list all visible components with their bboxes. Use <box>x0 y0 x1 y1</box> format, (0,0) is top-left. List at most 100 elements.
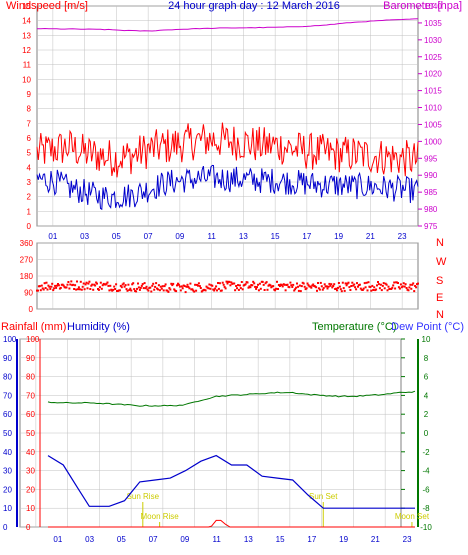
hour-tick-label: 19 <box>339 535 348 544</box>
rain-panel-gridlines <box>20 338 401 528</box>
direction-point <box>379 283 382 286</box>
direction-point <box>218 282 221 285</box>
direction-point <box>274 289 277 292</box>
direction-point <box>415 286 418 289</box>
direction-point <box>355 288 358 291</box>
direction-point <box>38 285 41 288</box>
direction-point <box>81 285 84 288</box>
windspeed-axis-label: Windspeed [m/s] <box>6 0 88 12</box>
direction-point <box>353 283 356 286</box>
direction-point <box>121 283 124 286</box>
direction-point <box>246 281 249 284</box>
rain-panel-hour-ticks: 01 03 05 07 09 11 13 15 17 19 21 23 <box>53 535 412 544</box>
direction-point <box>39 289 42 292</box>
direction-point <box>404 283 407 286</box>
direction-point <box>155 282 158 285</box>
direction-point <box>358 283 361 286</box>
direction-point <box>233 282 236 285</box>
direction-point <box>362 287 365 290</box>
temperature-tick-label: 8 <box>424 354 429 363</box>
direction-point <box>367 281 370 284</box>
hour-tick-label: 23 <box>398 232 407 241</box>
windspeed-tick-label: 3 <box>27 178 32 187</box>
hour-tick-label: 03 <box>80 232 89 241</box>
direction-point <box>120 286 123 289</box>
sun-moon-markers: Sun Rise Moon Rise Sun Set Moon Set <box>127 492 430 527</box>
direction-point <box>177 282 179 285</box>
hour-tick-label: 07 <box>144 232 153 241</box>
direction-point <box>264 282 267 285</box>
direction-point <box>84 283 87 286</box>
windspeed-tick-label: 15 <box>22 2 31 11</box>
direction-point <box>340 290 343 293</box>
direction-point <box>292 283 295 286</box>
direction-point <box>175 290 178 293</box>
direction-point <box>333 283 336 286</box>
hour-tick-label: 11 <box>212 535 221 544</box>
barometer-series <box>37 18 419 32</box>
direction-point <box>179 289 182 292</box>
temperature-tick-label: 4 <box>424 391 429 400</box>
direction-point <box>47 284 50 287</box>
direction-point <box>183 285 186 287</box>
direction-point <box>177 283 180 286</box>
direction-point <box>385 283 388 286</box>
direction-point <box>300 285 303 288</box>
direction-point <box>158 289 161 292</box>
direction-point <box>108 289 111 292</box>
direction-point <box>236 287 238 290</box>
direction-point <box>329 284 332 287</box>
direction-point <box>323 283 326 286</box>
direction-point <box>377 281 379 283</box>
direction-point <box>166 289 169 292</box>
direction-point <box>131 283 134 286</box>
direction-point <box>168 287 171 290</box>
direction-point <box>319 281 322 284</box>
direction-point <box>259 287 262 290</box>
direction-point <box>306 282 309 285</box>
direction-point <box>136 287 138 290</box>
rain-tick-label: 90 <box>26 354 35 363</box>
direction-point <box>76 280 78 283</box>
direction-point <box>266 288 269 291</box>
direction-point <box>171 284 174 287</box>
direction-point <box>186 283 189 286</box>
direction-point <box>224 287 227 290</box>
direction-point <box>378 287 381 290</box>
direction-point <box>408 286 411 289</box>
direction-point <box>78 288 81 291</box>
direction-point <box>73 288 76 290</box>
direction-point <box>330 283 333 286</box>
rain-tick-label: 10 <box>26 504 35 513</box>
barometer-tick-label: 980 <box>424 205 438 214</box>
direction-point <box>290 284 293 287</box>
direction-point <box>229 284 232 287</box>
direction-point <box>59 286 62 289</box>
rain-tick-label: 40 <box>26 448 35 457</box>
direction-point <box>68 287 71 290</box>
direction-point <box>309 285 312 288</box>
compass-label-n: N <box>436 237 444 249</box>
percent-tick-label: 10 <box>3 504 12 513</box>
direction-point <box>188 287 191 290</box>
direction-point <box>345 284 348 287</box>
hour-tick-label: 23 <box>403 535 412 544</box>
direction-point <box>277 288 279 290</box>
windspeed-tick-label: 6 <box>27 134 32 143</box>
direction-point <box>92 288 95 291</box>
direction-point <box>46 288 49 291</box>
direction-point <box>343 289 346 292</box>
direction-point <box>122 282 125 285</box>
hour-tick-label: 01 <box>48 232 57 241</box>
direction-point <box>127 283 130 286</box>
windspeed-tick-label: 14 <box>22 17 31 26</box>
direction-point <box>141 283 144 286</box>
direction-point <box>405 287 408 289</box>
windspeed-tick-label: 8 <box>27 105 32 114</box>
direction-point <box>327 285 330 288</box>
direction-point <box>44 287 47 289</box>
direction-point <box>241 288 244 291</box>
direction-point <box>371 284 374 287</box>
